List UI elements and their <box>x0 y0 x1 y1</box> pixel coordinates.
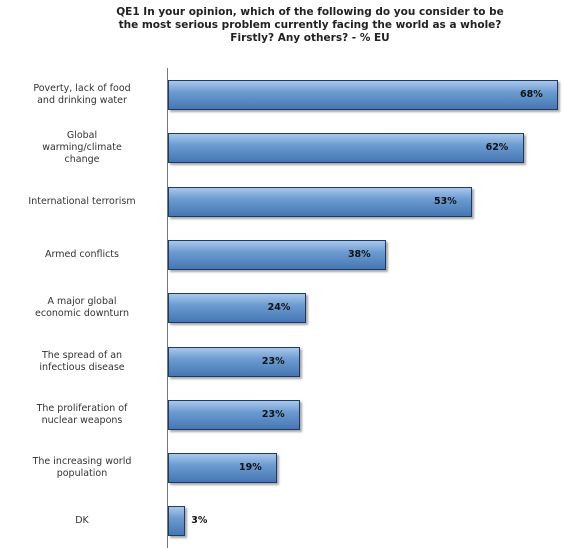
bar <box>168 186 472 217</box>
bar <box>168 133 524 164</box>
category-label: Armed conflicts <box>45 248 119 260</box>
bar <box>168 453 277 484</box>
bar <box>168 399 300 430</box>
value-label: 62% <box>485 142 509 154</box>
chart-title: QE1 In your opinion, which of the follow… <box>116 6 504 44</box>
bar <box>168 346 300 377</box>
value-label: 3% <box>191 515 208 527</box>
value-label: 23% <box>261 355 285 367</box>
category-label: DK <box>75 515 89 527</box>
category-label: Poverty, lack of food and drinking water <box>33 83 131 106</box>
bar <box>168 80 558 110</box>
category-label: The spread of an infectious disease <box>39 349 125 373</box>
value-label: 23% <box>261 408 285 420</box>
category-label: The increasing world population <box>32 456 132 480</box>
value-label: 68% <box>520 89 543 100</box>
bar <box>168 506 186 537</box>
category-label: International terrorism <box>28 195 136 207</box>
value-label: 24% <box>267 302 291 314</box>
value-label: 53% <box>433 195 457 207</box>
bar <box>168 293 306 324</box>
value-label: 19% <box>238 462 262 474</box>
category-axis <box>167 68 168 548</box>
category-label: The proliferation of nuclear weapons <box>36 402 128 426</box>
category-label: Global warming/climate change <box>42 130 122 166</box>
value-label: 38% <box>347 248 371 260</box>
category-label: A major global economic downturn <box>35 296 129 320</box>
bar <box>168 239 386 270</box>
